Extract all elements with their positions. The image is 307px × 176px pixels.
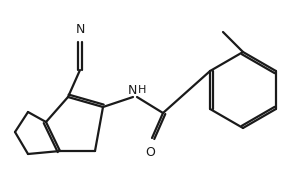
Text: O: O	[145, 146, 155, 159]
Text: N: N	[75, 23, 85, 36]
Text: H: H	[138, 85, 146, 95]
Text: N: N	[127, 83, 137, 96]
